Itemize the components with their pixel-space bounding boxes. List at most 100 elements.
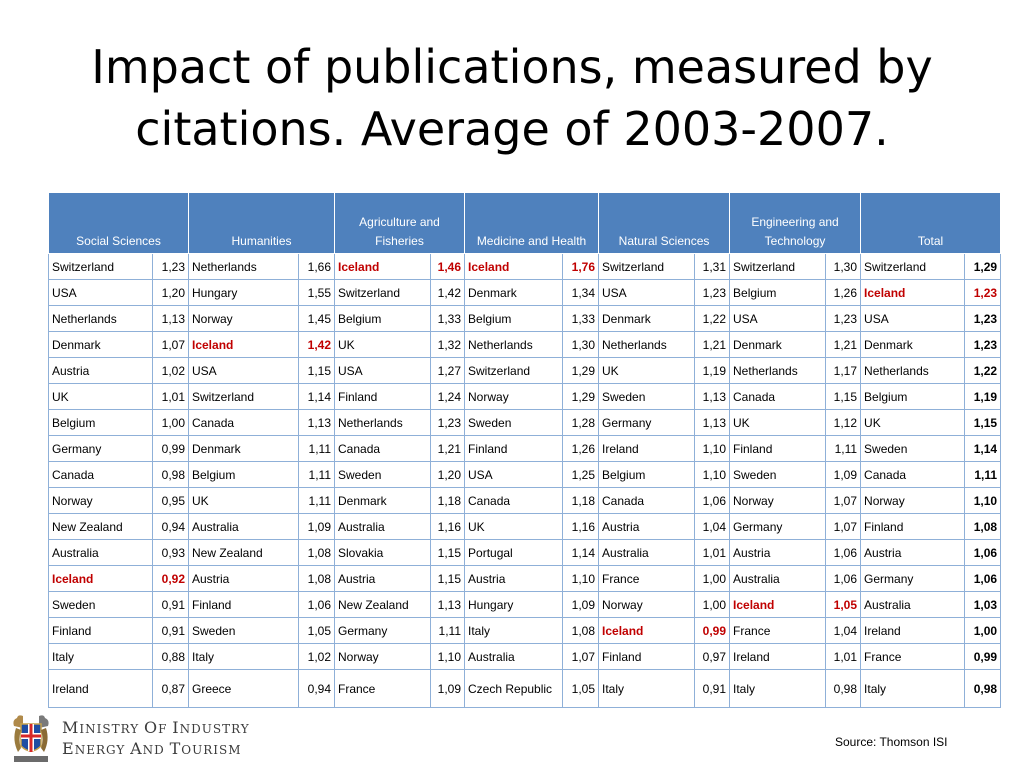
value-cell: 1,16 bbox=[429, 513, 466, 540]
country-cell: USA bbox=[598, 279, 696, 306]
value-cell: 1,11 bbox=[429, 617, 466, 644]
country-cell: Ireland bbox=[729, 643, 827, 670]
table-row: Canada 0,98 Belgium 1,11 Sweden 1,20 USA 1,25 Be… bbox=[48, 461, 1002, 488]
country-cell: New Zealand bbox=[334, 591, 431, 618]
country-cell: Finland bbox=[729, 435, 827, 462]
value-cell: 1,29 bbox=[562, 383, 600, 410]
country-cell: Austria bbox=[464, 565, 564, 592]
country-cell: Switzerland bbox=[334, 279, 431, 306]
country-cell: UK bbox=[598, 357, 696, 384]
table-row: Germany 0,99 Denmark 1,11 Canada 1,21 Finland 1… bbox=[48, 435, 1002, 462]
country-cell: Iceland bbox=[334, 253, 431, 280]
country-cell: Netherlands bbox=[598, 331, 696, 358]
country-cell: Switzerland bbox=[188, 383, 299, 410]
country-cell: Greece bbox=[188, 669, 299, 708]
value-cell: 1,11 bbox=[298, 487, 335, 514]
value-cell: 1,01 bbox=[152, 383, 189, 410]
value-cell: 0,91 bbox=[152, 617, 189, 644]
country-cell: Netherlands bbox=[334, 409, 431, 436]
slide-title: Impact of publications, measured by cita… bbox=[91, 40, 933, 156]
base-slab bbox=[14, 756, 48, 762]
country-cell: Iceland bbox=[598, 617, 696, 644]
country-cell: Australia bbox=[334, 513, 431, 540]
country-cell: USA bbox=[188, 357, 299, 384]
value-cell: 1,05 bbox=[825, 591, 862, 618]
country-cell: France bbox=[334, 669, 431, 708]
value-cell: 1,08 bbox=[562, 617, 600, 644]
value-cell: 0,98 bbox=[964, 669, 1002, 708]
value-cell: 0,95 bbox=[152, 487, 189, 514]
country-cell: Sweden bbox=[598, 383, 696, 410]
country-cell: Ireland bbox=[48, 669, 153, 708]
country-cell: Australia bbox=[860, 591, 966, 618]
value-cell: 1,10 bbox=[964, 487, 1002, 514]
value-cell: 1,04 bbox=[694, 513, 731, 540]
country-cell: Canada bbox=[464, 487, 564, 514]
country-cell: Austria bbox=[188, 565, 299, 592]
value-cell: 0,94 bbox=[152, 513, 189, 540]
value-cell: 1,00 bbox=[964, 617, 1002, 644]
country-cell: Iceland bbox=[48, 565, 153, 592]
value-cell: 1,21 bbox=[429, 435, 466, 462]
value-cell: 1,32 bbox=[429, 331, 466, 358]
country-cell: Norway bbox=[860, 487, 966, 514]
country-cell: Netherlands bbox=[860, 357, 966, 384]
value-cell: 0,88 bbox=[152, 643, 189, 670]
value-cell: 1,08 bbox=[964, 513, 1002, 540]
country-cell: Netherlands bbox=[729, 357, 827, 384]
country-cell: Sweden bbox=[188, 617, 299, 644]
value-cell: 1,08 bbox=[298, 565, 335, 592]
table-row: Sweden 0,91 Finland 1,06 New Zealand 1,13 Hung… bbox=[48, 591, 1002, 618]
value-cell: 1,11 bbox=[298, 461, 335, 488]
table-row: Iceland 0,92 Austria 1,08 Austria 1,15 Austria… bbox=[48, 565, 1002, 592]
country-cell: Canada bbox=[598, 487, 696, 514]
value-cell: 1,06 bbox=[964, 539, 1002, 566]
country-cell: Italy bbox=[48, 643, 153, 670]
value-cell: 1,07 bbox=[152, 331, 189, 358]
table-row: UK 1,01 Switzerland 1,14 Finland 1,24 Norway 1,… bbox=[48, 383, 1002, 410]
value-cell: 1,16 bbox=[562, 513, 600, 540]
value-cell: 1,17 bbox=[825, 357, 862, 384]
country-cell: Italy bbox=[598, 669, 696, 708]
country-cell: Denmark bbox=[48, 331, 153, 358]
country-cell: Iceland bbox=[188, 331, 299, 358]
value-cell: 1,42 bbox=[298, 331, 335, 358]
country-cell: Sweden bbox=[334, 461, 431, 488]
value-cell: 1,25 bbox=[562, 461, 600, 488]
value-cell: 1,10 bbox=[694, 461, 731, 488]
value-cell: 1,45 bbox=[298, 305, 335, 332]
country-cell: Finland bbox=[334, 383, 431, 410]
value-cell: 0,97 bbox=[694, 643, 731, 670]
value-cell: 1,21 bbox=[694, 331, 731, 358]
country-cell: Austria bbox=[860, 539, 966, 566]
value-cell: 1,06 bbox=[825, 539, 862, 566]
country-cell: Germany bbox=[48, 435, 153, 462]
country-cell: Ireland bbox=[598, 435, 696, 462]
table-row: Norway 0,95 UK 1,11 Denmark 1,18 Canada 1,18 Can… bbox=[48, 487, 1002, 514]
value-cell: 1,11 bbox=[825, 435, 862, 462]
dragon-supporter bbox=[41, 728, 48, 752]
value-cell: 1,29 bbox=[964, 253, 1002, 280]
country-cell: Canada bbox=[48, 461, 153, 488]
country-cell: Switzerland bbox=[860, 253, 966, 280]
country-cell: Canada bbox=[860, 461, 966, 488]
value-cell: 1,06 bbox=[825, 565, 862, 592]
value-cell: 1,46 bbox=[429, 253, 466, 280]
value-cell: 0,99 bbox=[694, 617, 731, 644]
value-cell: 0,98 bbox=[825, 669, 862, 708]
value-cell: 1,22 bbox=[694, 305, 731, 332]
country-cell: Belgium bbox=[598, 461, 696, 488]
column-header: Humanities bbox=[188, 192, 335, 254]
value-cell: 1,08 bbox=[298, 539, 335, 566]
country-cell: Finland bbox=[598, 643, 696, 670]
value-cell: 1,34 bbox=[562, 279, 600, 306]
country-cell: Norway bbox=[729, 487, 827, 514]
ministry-line-1: MINISTRY OF INDUSTRY bbox=[62, 718, 250, 737]
value-cell: 1,10 bbox=[562, 565, 600, 592]
country-cell: New Zealand bbox=[48, 513, 153, 540]
country-cell: Australia bbox=[598, 539, 696, 566]
value-cell: 1,09 bbox=[562, 591, 600, 618]
column-header: Agriculture and Fisheries bbox=[333, 192, 466, 254]
value-cell: 1,76 bbox=[562, 253, 600, 280]
value-cell: 1,09 bbox=[429, 669, 466, 708]
